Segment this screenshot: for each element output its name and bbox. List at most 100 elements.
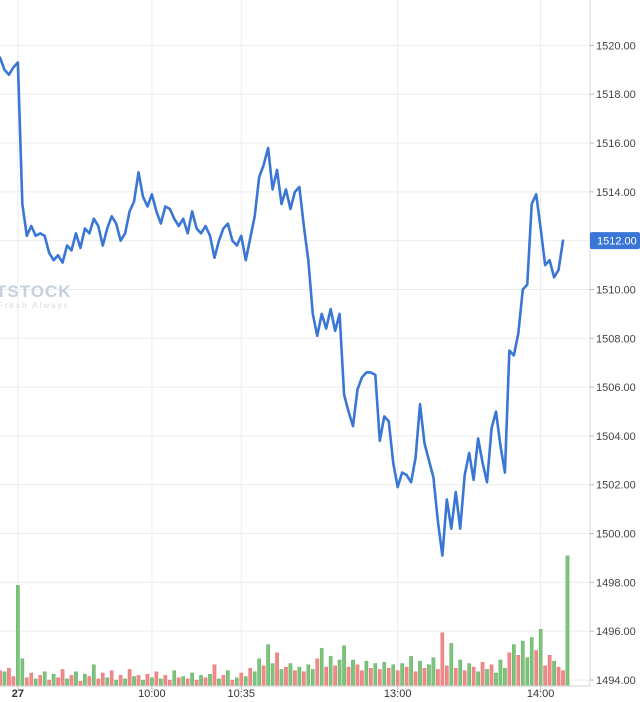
volume-bar [310, 669, 315, 687]
volume-bar [377, 669, 382, 687]
volume-bar [20, 658, 25, 687]
volume-bar [520, 640, 525, 687]
volume-bar [498, 659, 503, 687]
volume-bar [512, 644, 516, 687]
volume-bar [279, 669, 284, 687]
volume-bar [185, 678, 190, 687]
volume-bar [226, 670, 230, 687]
volume-bar [391, 664, 396, 687]
volume-bar [172, 670, 177, 687]
volume-bar [364, 660, 369, 687]
volume-bar [306, 664, 311, 687]
volume-bar [386, 668, 391, 687]
price-tick-label: 1504.00 [596, 431, 636, 443]
volume-bar [319, 647, 324, 687]
price-axis: 1494.00 1496.00 1498.00 1500.00 1502.00 1504.… [589, 0, 636, 687]
volume-bar [418, 660, 422, 687]
volume-bar [565, 555, 570, 687]
volume-bar [333, 665, 337, 687]
volume-bar [297, 666, 302, 687]
volume-bar [24, 677, 29, 687]
grid-lines [0, 0, 590, 686]
volume-bar [51, 673, 56, 687]
volume-bar [109, 670, 114, 687]
volume-bar [373, 663, 378, 687]
volume-bar [449, 643, 454, 687]
time-tick-label: 10:00 [138, 688, 166, 700]
volume-bar [284, 666, 288, 687]
volume-bar [105, 677, 110, 687]
volume-bar [458, 659, 463, 687]
volume-bar [145, 673, 150, 687]
volume-bar [315, 658, 320, 687]
volume-bar [234, 677, 239, 687]
volume-bar [485, 669, 489, 687]
volume-bar [293, 670, 297, 687]
volume-bar [440, 632, 445, 687]
price-tick-label: 1518.00 [596, 89, 636, 101]
volume-bar [427, 664, 431, 687]
volume-bar [538, 629, 543, 687]
volume-bar [324, 666, 329, 687]
volume-bar [163, 675, 168, 687]
last-price-label: 1512.00 [597, 236, 637, 248]
time-tick-label: 27 [12, 688, 24, 700]
volume-bar [552, 660, 556, 687]
volume-bar [355, 664, 360, 687]
volume-bar [480, 662, 485, 687]
volume-bar [181, 676, 186, 687]
volume-bar [507, 652, 512, 687]
volume-bar [83, 673, 87, 687]
volume-bar [489, 664, 494, 687]
price-tick-label: 1514.00 [596, 187, 636, 199]
volume-bar [382, 662, 387, 687]
volume-bar [409, 656, 413, 687]
volume-bar [525, 657, 530, 687]
volume-bar [132, 676, 136, 687]
volume-bar [11, 676, 16, 687]
volume-bar [221, 675, 226, 687]
volume-bar [252, 671, 257, 687]
volume-bar [33, 678, 38, 687]
volume-bar [467, 663, 471, 687]
volume-bar [96, 678, 101, 687]
volume-bar [342, 645, 346, 687]
price-tick-label: 1516.00 [596, 138, 636, 150]
volume-bar [78, 681, 83, 687]
volume-bar [561, 670, 565, 687]
volume-bar [7, 668, 11, 687]
volume-bar [69, 675, 74, 687]
volume-bar [261, 665, 266, 687]
volume-bar [167, 679, 172, 687]
volume-bar [337, 659, 342, 687]
volume-bar [436, 669, 440, 687]
volume-bar [471, 666, 476, 687]
volume-bar [413, 671, 418, 687]
volume-bar [422, 668, 427, 687]
volume-bar [65, 678, 69, 687]
volume-bar [529, 637, 534, 687]
volume-bar [431, 657, 436, 687]
volume-bar [476, 671, 480, 687]
volume-bar [56, 677, 60, 687]
volume-bar [29, 672, 34, 687]
watermark: TSTOCK Fresh Always [0, 282, 71, 310]
volume-bar [150, 677, 154, 687]
volume-bar [217, 678, 221, 687]
volume-bar [534, 650, 539, 687]
volume-bar [288, 663, 293, 687]
volume-bar [47, 679, 51, 687]
volume-bar [127, 669, 132, 687]
price-tick-label: 1500.00 [596, 529, 636, 541]
price-tick-label: 1508.00 [596, 333, 636, 345]
volume-bar [74, 671, 78, 687]
volume-bar [38, 675, 43, 687]
volume-bar [60, 669, 65, 687]
volume-bar [87, 676, 92, 687]
last-price-badge: 1512.00 [590, 232, 640, 250]
price-tick-label: 1496.00 [596, 626, 636, 638]
volume-bar [118, 675, 123, 687]
volume-bar [194, 679, 199, 687]
